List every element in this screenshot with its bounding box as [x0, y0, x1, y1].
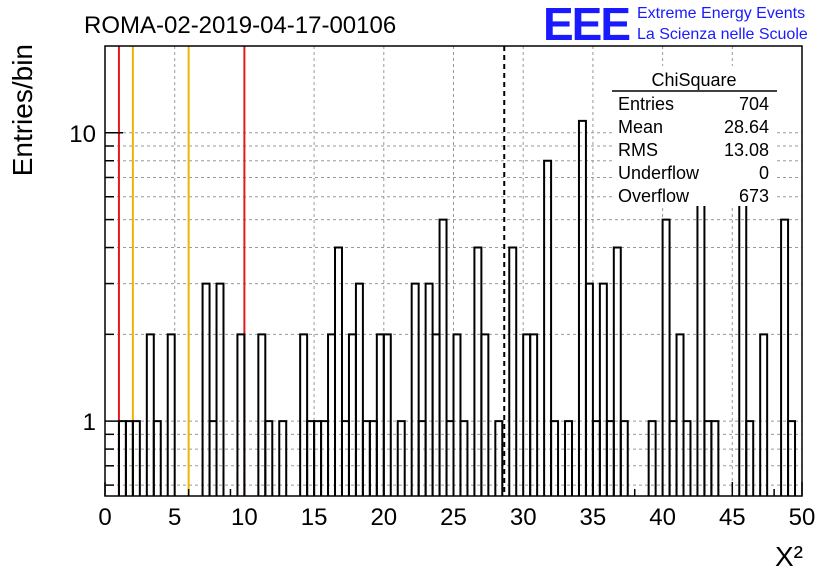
histogram-bin: [257, 333, 267, 496]
stats-row-label: Underflow: [618, 163, 700, 183]
histogram-bin: [299, 333, 309, 496]
x-tick-label: 25: [440, 504, 467, 531]
y-axis-label: Entries/bin: [7, 44, 38, 176]
histogram-bin: [522, 333, 532, 496]
x-tick-label: 5: [168, 504, 181, 531]
histogram-bin: [396, 420, 406, 496]
x-tick-label: 20: [370, 504, 397, 531]
stats-row-label: Entries: [618, 94, 674, 114]
logo-line-1: Extreme Energy Events: [637, 5, 805, 22]
histogram-bin: [529, 333, 539, 496]
histogram-bin: [347, 333, 357, 496]
chart-title: ROMA-02-2019-04-17-00106: [84, 12, 396, 39]
stats-row-value: 704: [739, 94, 769, 114]
stats-name: ChiSquare: [651, 70, 736, 90]
x-tick-label: 50: [789, 504, 816, 531]
x-tick-label: 15: [301, 504, 328, 531]
histogram-bin: [431, 333, 441, 496]
histogram-bin: [550, 420, 560, 496]
histogram-bin: [584, 282, 594, 496]
histogram-bin: [327, 333, 337, 496]
histogram-bin: [661, 218, 671, 496]
tick-labels: 0 5 10 15 20 25 30 35 40 45 50 1 10: [69, 121, 815, 531]
histogram-bin: [619, 420, 629, 496]
x-tick-label: 30: [510, 504, 537, 531]
histogram-bin: [236, 333, 246, 496]
stats-row-value: 0: [759, 163, 769, 183]
x-axis-label: X²: [775, 541, 803, 572]
histogram-bin: [759, 333, 769, 496]
eee-logo: EEE Extreme Energy Events La Scienza nel…: [543, 0, 808, 50]
histogram-bin: [710, 420, 720, 496]
x-tick-label: 45: [719, 504, 746, 531]
x-tick-label: 0: [98, 504, 111, 531]
histogram-bin: [494, 420, 504, 496]
logo-line-2: La Scienza nelle Scuole: [637, 26, 808, 43]
histogram-bin: [543, 159, 553, 496]
histogram-bin: [264, 420, 274, 496]
histogram-bin: [201, 282, 211, 496]
histogram-bin: [787, 420, 797, 496]
histogram-bin: [166, 333, 176, 496]
stats-row-label: RMS: [618, 140, 658, 160]
stats-row-label: Mean: [618, 117, 663, 137]
histogram-bin: [508, 246, 518, 496]
stats-row-value: 673: [739, 186, 769, 206]
x-tick-label: 35: [580, 504, 607, 531]
histogram-bin: [354, 282, 364, 496]
histogram-bin: [382, 333, 392, 496]
histogram-bin: [459, 420, 469, 496]
stats-row-value: 13.08: [724, 140, 769, 160]
y-tick-label: 1: [83, 409, 96, 436]
histogram-bin: [675, 333, 685, 496]
histogram-bin: [278, 420, 288, 496]
histogram-bin: [452, 333, 462, 496]
histogram-bin: [145, 333, 155, 496]
axes: [104, 45, 803, 497]
histogram-bin: [780, 218, 790, 496]
x-tick-label: 40: [649, 504, 676, 531]
histogram-bin: [410, 282, 420, 496]
histogram-bin: [738, 176, 748, 496]
logo-mark: EEE: [543, 0, 629, 50]
histogram-bin: [612, 246, 622, 496]
histogram-bin: [152, 420, 162, 496]
stats-box: ChiSquare Entries 704 Mean 28.64 RMS 13.08 Und…: [612, 66, 777, 206]
histogram-bin: [473, 246, 483, 496]
histogram-bin: [215, 282, 225, 496]
histogram-bin: [334, 246, 343, 496]
histogram-bin: [598, 282, 608, 496]
histogram-bin: [424, 282, 434, 496]
histogram-bin: [564, 420, 573, 496]
histogram-bin: [647, 420, 657, 496]
histogram-bin: [480, 333, 490, 496]
histogram-bin: [375, 333, 385, 496]
histogram-bin: [682, 420, 692, 496]
stats-row-label: Overflow: [618, 186, 690, 206]
x-tick-label: 10: [231, 504, 258, 531]
y-tick-label: 10: [69, 121, 96, 148]
histogram-bin: [131, 420, 141, 496]
histogram-bin: [745, 420, 755, 496]
stats-row-value: 28.64: [724, 117, 769, 137]
histogram-bin: [438, 218, 448, 496]
histogram: [117, 119, 797, 496]
